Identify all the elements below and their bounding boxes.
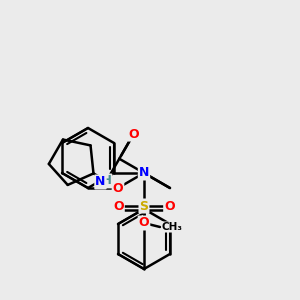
Text: N: N [139, 167, 149, 179]
Text: N: N [95, 176, 106, 188]
Text: O: O [139, 217, 149, 230]
Text: S: S [140, 200, 148, 212]
Text: O: O [164, 200, 175, 212]
Text: CH₃: CH₃ [162, 222, 183, 232]
Text: O: O [128, 128, 139, 141]
Text: H: H [101, 175, 111, 188]
Text: O: O [113, 200, 124, 212]
Text: O: O [113, 182, 123, 194]
